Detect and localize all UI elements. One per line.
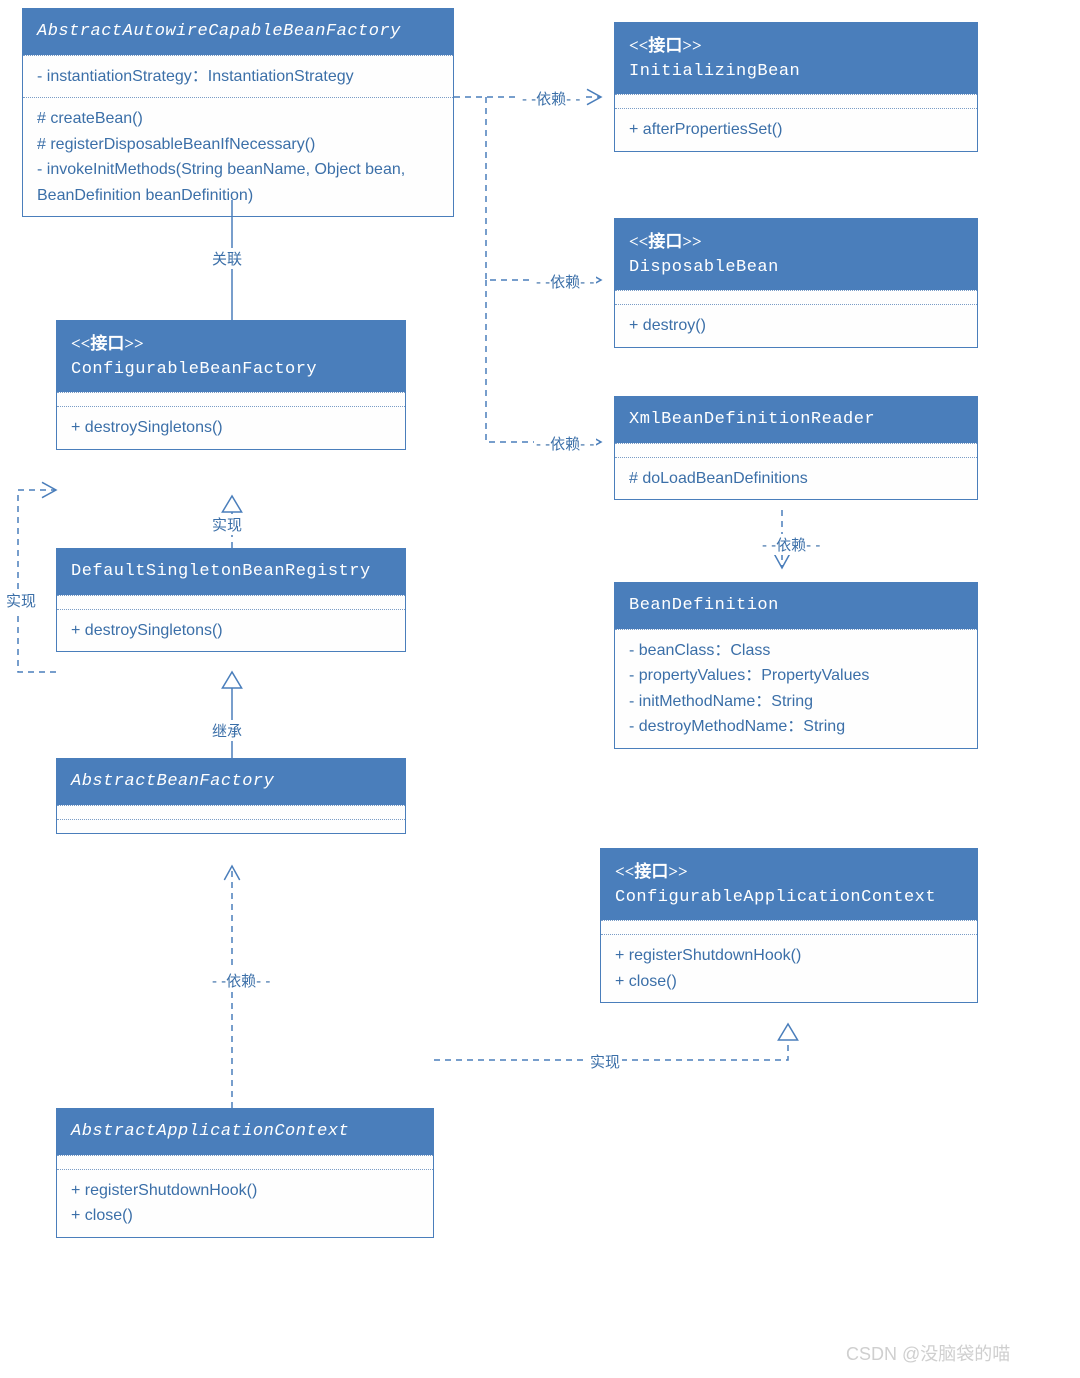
ops-section: + registerShutdownHook() + close() [601,934,977,1002]
op: + destroySingletons() [71,415,391,441]
relation-label: 关联 [210,248,244,269]
attrs-section [615,443,977,457]
attrs-section: - instantiationStrategy：InstantiationStr… [23,55,453,98]
attr: - destroyMethodName：String [629,714,963,740]
class-header: AbstractApplicationContext [57,1109,433,1155]
class-header: AbstractAutowireCapableBeanFactory [23,9,453,55]
attr: - initMethodName：String [629,689,963,715]
ops-section: + destroySingletons() [57,609,405,652]
interface-configurable-bean-factory: <<接口>> ConfigurableBeanFactory + destroy… [56,320,406,450]
class-header: DefaultSingletonBeanRegistry [57,549,405,595]
relation-label: - -依赖- - [210,970,272,991]
attrs-section [57,1155,433,1169]
class-abstract-application-context: AbstractApplicationContext + registerShu… [56,1108,434,1238]
op: + destroySingletons() [71,618,391,644]
op: + destroy() [629,313,963,339]
class-header: AbstractBeanFactory [57,759,405,805]
class-name: XmlBeanDefinitionReader [629,407,963,433]
op: # registerDisposableBeanIfNecessary() [37,132,439,158]
attrs-section: - beanClass：Class - propertyValues：Prope… [615,629,977,748]
attrs-section [57,595,405,609]
stereotype: <<接口>> [629,33,963,59]
class-header: BeanDefinition [615,583,977,629]
class-name: BeanDefinition [629,593,963,619]
attr: - propertyValues：PropertyValues [629,663,963,689]
class-abstract-autowire-capable-bean-factory: AbstractAutowireCapableBeanFactory - ins… [22,8,454,217]
relation-label: - -依赖- - [760,534,822,555]
class-name: InitializingBean [629,59,963,85]
interface-disposable-bean: <<接口>> DisposableBean + destroy() [614,218,978,348]
relation-label: - -依赖- - [534,271,596,292]
ops-section: + destroy() [615,304,977,347]
class-name: AbstractBeanFactory [71,769,391,795]
class-name: ConfigurableBeanFactory [71,357,391,383]
op: - invokeInitMethods(String beanName, Obj… [37,157,439,208]
interface-initializing-bean: <<接口>> InitializingBean + afterPropertie… [614,22,978,152]
attrs-section [601,920,977,934]
class-header: <<接口>> ConfigurableBeanFactory [57,321,405,392]
attrs-section [57,392,405,406]
class-bean-definition: BeanDefinition - beanClass：Class - prope… [614,582,978,749]
attrs-section [615,94,977,108]
attrs-section [57,805,405,819]
relation-label: 实现 [588,1051,622,1072]
attr: - instantiationStrategy：InstantiationStr… [37,64,439,90]
stereotype: <<接口>> [615,859,963,885]
relation-label: 继承 [210,720,244,741]
op: + close() [71,1203,419,1229]
class-name: ConfigurableApplicationContext [615,885,963,911]
ops-section: + registerShutdownHook() + close() [57,1169,433,1237]
class-name: AbstractAutowireCapableBeanFactory [37,19,439,45]
class-name: DisposableBean [629,255,963,281]
relation-label: - -依赖- - [520,88,582,109]
attr: - beanClass：Class [629,638,963,664]
class-abstract-bean-factory: AbstractBeanFactory [56,758,406,834]
class-name: DefaultSingletonBeanRegistry [71,559,391,585]
stereotype: <<接口>> [629,229,963,255]
attrs-section [615,290,977,304]
ops-section: # createBean() # registerDisposableBeanI… [23,97,453,216]
relation-label: 实现 [210,514,244,535]
class-header: XmlBeanDefinitionReader [615,397,977,443]
op: # doLoadBeanDefinitions [629,466,963,492]
class-default-singleton-bean-registry: DefaultSingletonBeanRegistry + destroySi… [56,548,406,652]
watermark-text: CSDN @没脑袋的喵 [846,1340,1010,1366]
ops-section: # doLoadBeanDefinitions [615,457,977,500]
relation-label: - -依赖- - [534,433,596,454]
op: + afterPropertiesSet() [629,117,963,143]
class-header: <<接口>> InitializingBean [615,23,977,94]
class-xml-bean-definition-reader: XmlBeanDefinitionReader # doLoadBeanDefi… [614,396,978,500]
ops-section: + afterPropertiesSet() [615,108,977,151]
op: + registerShutdownHook() [615,943,963,969]
class-name: AbstractApplicationContext [71,1119,419,1145]
op: + registerShutdownHook() [71,1178,419,1204]
stereotype: <<接口>> [71,331,391,357]
ops-section: + destroySingletons() [57,406,405,449]
class-header: <<接口>> ConfigurableApplicationContext [601,849,977,920]
ops-section [57,819,405,833]
class-header: <<接口>> DisposableBean [615,219,977,290]
interface-configurable-application-context: <<接口>> ConfigurableApplicationContext + … [600,848,978,1003]
op: + close() [615,969,963,995]
op: # createBean() [37,106,439,132]
relation-label: 实现 [4,590,38,611]
